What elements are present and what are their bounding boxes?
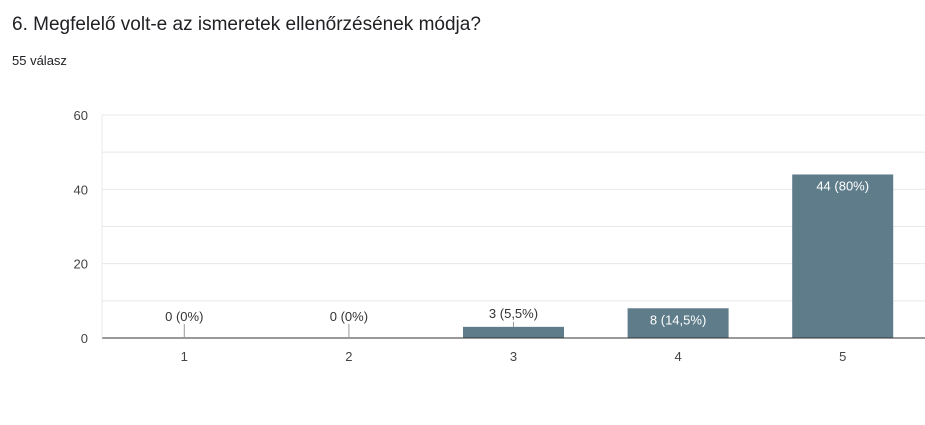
data-label: 8 (14,5%) xyxy=(650,312,706,327)
grid-lines xyxy=(102,114,925,302)
data-label: 0 (0%) xyxy=(165,309,203,324)
bar xyxy=(792,174,894,338)
data-label: 3 (5,5%) xyxy=(489,306,538,321)
bar xyxy=(627,308,729,338)
axes: 0 20 40 60 1 2 3 4 5 xyxy=(74,108,925,364)
bars xyxy=(463,174,894,338)
x-tick-label: 3 xyxy=(510,349,517,364)
bar xyxy=(463,326,564,338)
question-title: 6. Megfelelő volt-e az ismeretek ellenőr… xyxy=(12,14,481,35)
y-tick-label: 0 xyxy=(81,331,88,346)
y-tick-label: 40 xyxy=(74,182,88,197)
y-tick-label: 20 xyxy=(74,257,88,272)
data-label: 0 (0%) xyxy=(330,309,368,324)
response-count: 55 válasz xyxy=(12,53,67,68)
x-tick-label: 2 xyxy=(345,349,352,364)
data-label: 44 (80%) xyxy=(816,178,869,193)
x-tick-label: 5 xyxy=(839,349,846,364)
x-tick-label: 4 xyxy=(674,349,681,364)
data-labels: 0 (0%) 0 (0%) 3 (5,5%) 8 (14,5%) 44 (80%) xyxy=(165,178,869,338)
y-tick-label: 60 xyxy=(74,108,88,123)
x-tick-label: 1 xyxy=(181,349,188,364)
